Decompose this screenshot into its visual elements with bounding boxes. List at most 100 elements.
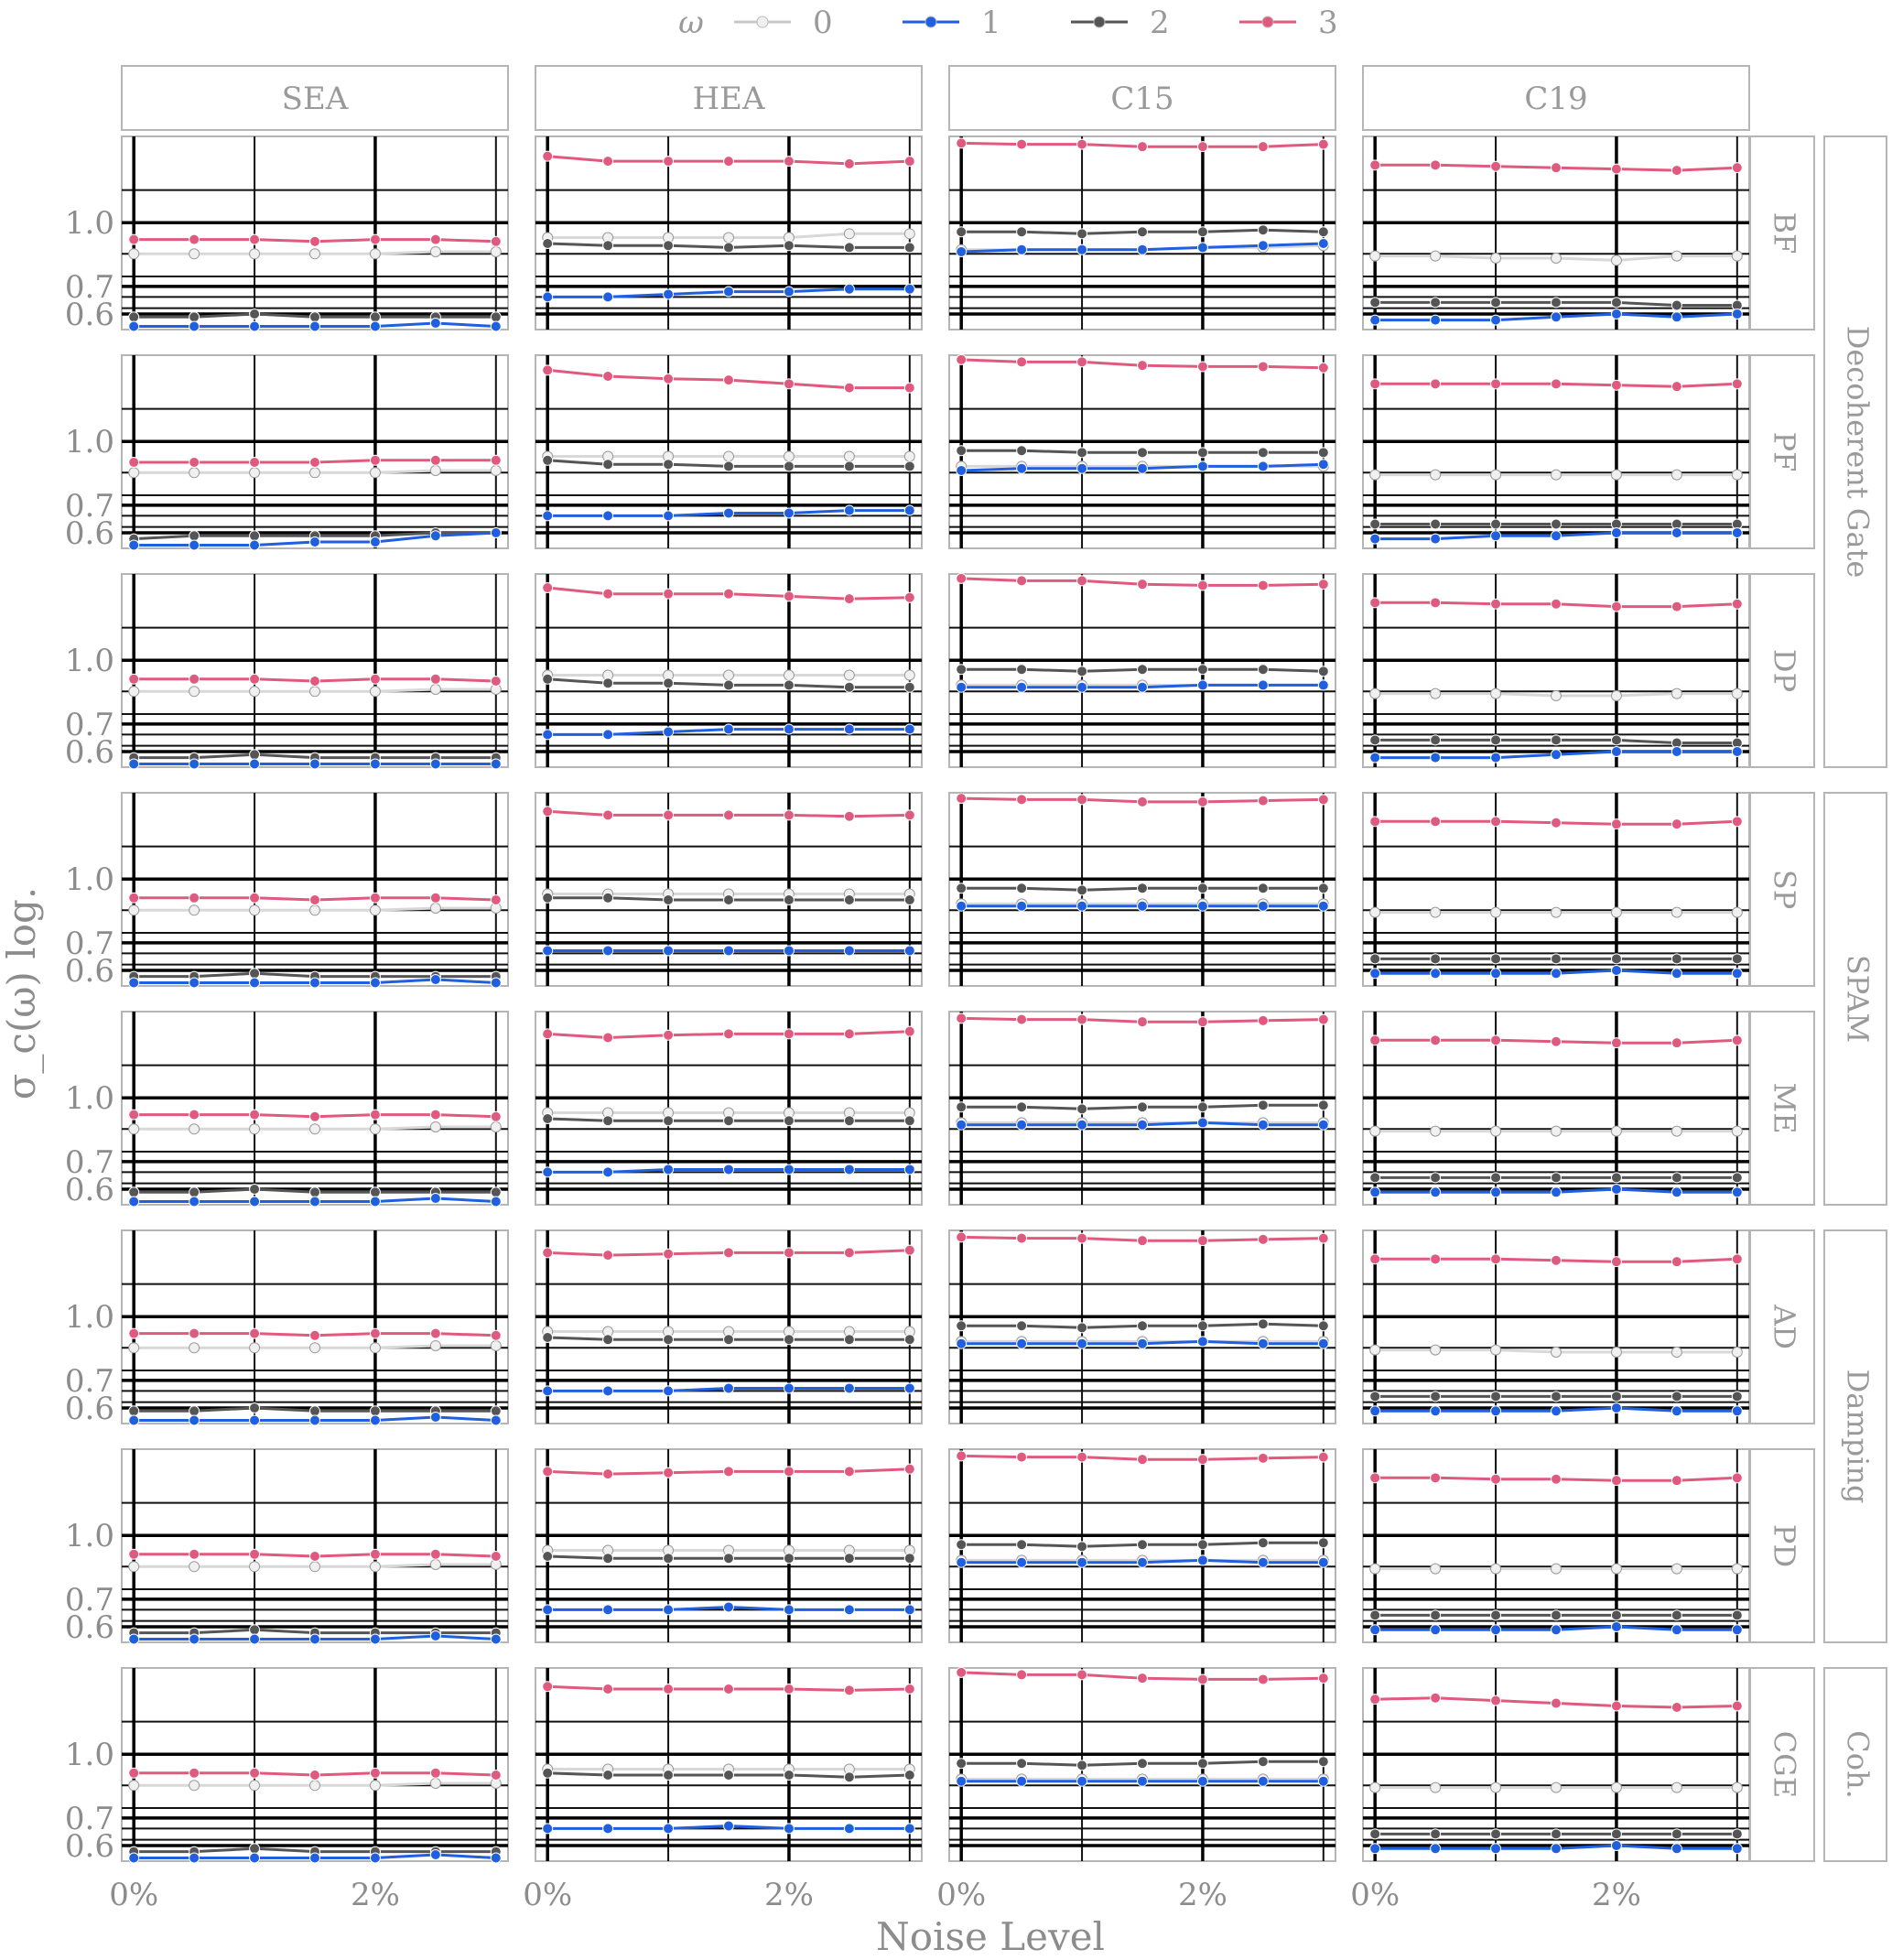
data-point [1369, 1034, 1381, 1046]
data-point [309, 1414, 320, 1426]
panel-frame [121, 1667, 509, 1862]
series-3 [1369, 816, 1743, 830]
series-1 [128, 974, 502, 989]
x-tick-label: 2% [1592, 1877, 1641, 1913]
data-point [1551, 518, 1562, 530]
data-point [1490, 378, 1502, 390]
series-3 [1369, 597, 1743, 612]
data-point [1257, 900, 1269, 912]
data-point [249, 1342, 261, 1354]
data-point [843, 893, 855, 905]
data-point [1369, 752, 1381, 763]
y-tick-label: 0.7 [65, 707, 114, 743]
data-point [723, 1334, 734, 1346]
legend-label-3: 3 [1318, 5, 1338, 41]
data-point [956, 793, 968, 805]
data-point [542, 1681, 554, 1693]
data-point [903, 1164, 915, 1175]
data-point [542, 150, 554, 162]
data-point [1610, 1125, 1622, 1137]
data-point [956, 572, 968, 584]
series-1 [128, 318, 502, 332]
data-point [1610, 379, 1622, 391]
y-tick-label: 0.6 [65, 1391, 114, 1427]
data-point [249, 1109, 261, 1121]
data-point [1196, 141, 1208, 153]
series-0 [1369, 906, 1743, 918]
data-point [956, 1231, 968, 1243]
data-point [542, 1385, 554, 1397]
data-point [542, 291, 554, 303]
data-point [249, 758, 261, 770]
data-point [1317, 362, 1329, 374]
data-point [1369, 1781, 1381, 1793]
data-point [1671, 1405, 1682, 1417]
series-1 [128, 1412, 502, 1426]
data-point [1551, 1035, 1562, 1047]
data-point [1369, 1624, 1381, 1636]
data-point [1196, 226, 1208, 238]
y-tick-label: 0.6 [65, 734, 114, 771]
data-point [1430, 159, 1442, 171]
data-point [1490, 530, 1502, 542]
data-point [309, 675, 320, 687]
series-3 [542, 1025, 915, 1044]
panel-frame [121, 354, 509, 549]
data-point [1137, 579, 1148, 590]
data-point [723, 1382, 734, 1394]
series-1 [956, 1336, 1329, 1349]
data-point [1317, 1337, 1329, 1349]
data-point [1671, 1256, 1682, 1268]
data-point [1731, 250, 1743, 262]
data-point [128, 1123, 140, 1135]
data-point [309, 248, 320, 260]
x-tick-label: 0% [523, 1877, 572, 1913]
y-tick-label: 1.0 [65, 205, 114, 242]
data-point [189, 1109, 200, 1121]
panel-C19-CGE [1362, 1667, 1750, 1862]
data-point [1430, 469, 1442, 481]
series-0 [542, 1544, 915, 1556]
data-point [490, 1110, 502, 1122]
data-point [1137, 1556, 1148, 1568]
row-strip-AD: AD [1749, 1229, 1815, 1424]
data-point [1137, 1539, 1148, 1551]
series-2 [956, 224, 1329, 240]
data-point [1257, 460, 1269, 472]
data-point [1430, 968, 1442, 980]
data-point [429, 464, 441, 476]
data-point [1490, 1473, 1502, 1485]
data-point [1430, 1391, 1442, 1402]
data-point [1551, 311, 1562, 323]
data-point [723, 1769, 734, 1781]
series-2 [542, 1767, 915, 1783]
data-point [1317, 679, 1329, 691]
data-point [843, 504, 855, 516]
series-1 [1369, 309, 1743, 326]
panel-HEA-ME [535, 1011, 923, 1206]
series-0 [1369, 688, 1743, 701]
data-point [1196, 447, 1208, 459]
data-point [1671, 1843, 1682, 1855]
data-point [723, 460, 734, 472]
data-point [128, 248, 140, 260]
data-point [1430, 1172, 1442, 1184]
data-point [1551, 1828, 1562, 1840]
x-tick-label: 2% [1178, 1877, 1227, 1913]
legend-title: ω [678, 5, 704, 41]
data-point [1610, 818, 1622, 830]
y-tick-label: 0.6 [65, 297, 114, 333]
data-point [1610, 254, 1622, 266]
data-point [1490, 734, 1502, 746]
data-point [1430, 1828, 1442, 1840]
data-point [542, 1604, 554, 1616]
data-point [956, 1012, 968, 1024]
data-point [1731, 953, 1743, 965]
data-point [1551, 530, 1562, 542]
data-point [249, 1561, 261, 1573]
data-point [249, 977, 261, 989]
data-point [128, 1633, 140, 1645]
data-point [249, 320, 261, 332]
data-point [1731, 816, 1743, 828]
data-point [1137, 244, 1148, 255]
